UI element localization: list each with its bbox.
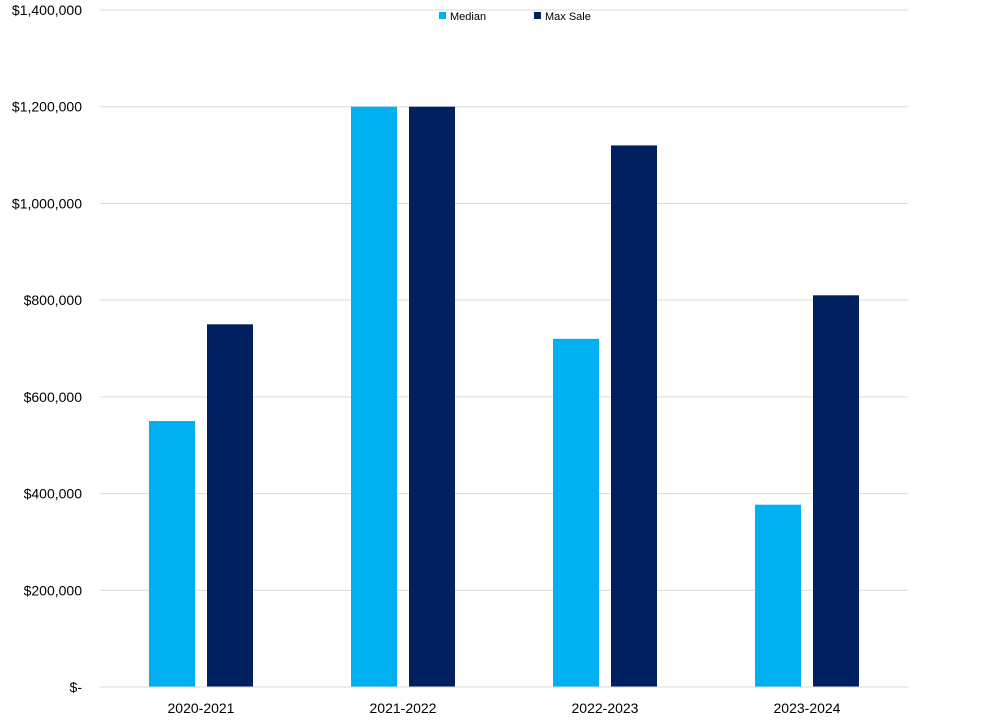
y-tick-label: $- xyxy=(70,679,83,695)
legend-swatch xyxy=(534,12,541,19)
legend: Median Max Sale xyxy=(439,11,591,23)
y-tick-label: $1,000,000 xyxy=(12,195,82,211)
bar-median-2020-2021 xyxy=(149,421,195,687)
legend-swatch xyxy=(439,12,446,19)
bar-max-sale-2023-2024 xyxy=(813,295,859,687)
bar-max-sale-2021-2022 xyxy=(409,106,455,687)
bar-median-2022-2023 xyxy=(553,338,599,687)
x-tick-label: 2020-2021 xyxy=(168,700,235,716)
legend-label: Median xyxy=(450,11,486,23)
y-tick-label: $800,000 xyxy=(24,292,83,308)
bars xyxy=(149,106,859,687)
legend-label: Max Sale xyxy=(545,11,591,23)
x-tick-label: 2022-2023 xyxy=(572,700,639,716)
y-axis: $- $200,000 $400,000 $600,000 $800,000 $1,000… xyxy=(12,2,82,695)
y-tick-label: $1,400,000 xyxy=(12,2,82,18)
y-tick-label: $600,000 xyxy=(24,389,83,405)
bar-max-sale-2022-2023 xyxy=(611,145,657,687)
x-axis: 2020-2021 2021-2022 2022-2023 2023-2024 xyxy=(100,686,908,716)
bar-median-2021-2022 xyxy=(351,106,397,687)
bar-max-sale-2020-2021 xyxy=(207,324,253,687)
y-tick-label: $1,200,000 xyxy=(12,99,82,115)
y-tick-label: $200,000 xyxy=(24,582,83,598)
y-tick-label: $400,000 xyxy=(24,486,83,502)
x-tick-label: 2023-2024 xyxy=(774,700,841,716)
bar-median-2023-2024 xyxy=(755,504,801,687)
x-tick-label: 2021-2022 xyxy=(370,700,437,716)
